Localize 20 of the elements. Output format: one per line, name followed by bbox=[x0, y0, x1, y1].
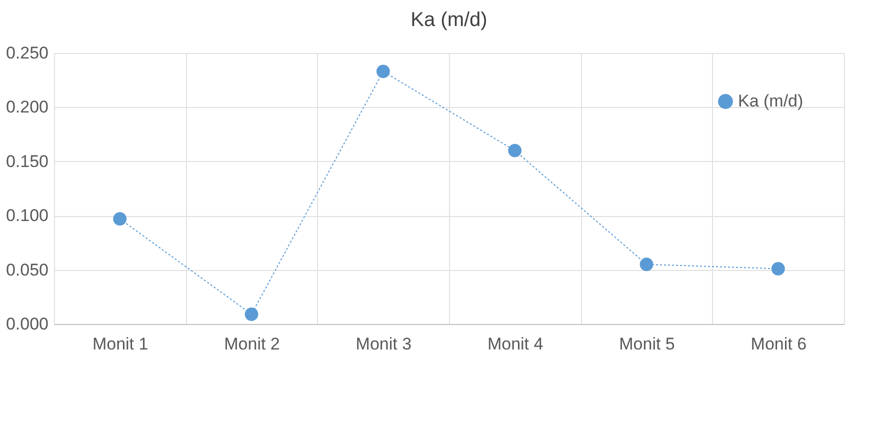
point bbox=[771, 262, 785, 276]
y-tick-label: 0.250 bbox=[6, 44, 48, 62]
x-tick-label: Monit 4 bbox=[487, 334, 544, 354]
x-tick-label: Monit 6 bbox=[750, 334, 807, 354]
x-tick-label: Monit 5 bbox=[619, 334, 675, 354]
y-tick-label: 0.150 bbox=[6, 152, 48, 171]
point bbox=[640, 258, 654, 272]
point bbox=[113, 212, 127, 226]
y-tick-label: 0.100 bbox=[6, 206, 48, 226]
y-tick-label: 0.000 bbox=[6, 314, 48, 334]
legend-label: Ka (m/d) bbox=[738, 92, 804, 110]
x-tick-label: Monit 1 bbox=[92, 334, 148, 354]
point bbox=[244, 308, 258, 321]
point bbox=[376, 64, 390, 78]
y-tick-label: 0.200 bbox=[6, 98, 48, 117]
point bbox=[508, 144, 522, 158]
y-tick-label: 0.050 bbox=[6, 260, 48, 280]
chart-title: Ka (m/d) bbox=[410, 9, 488, 31]
x-tick-label: Monit 2 bbox=[224, 334, 280, 354]
x-tick-label: Monit 3 bbox=[356, 334, 412, 354]
